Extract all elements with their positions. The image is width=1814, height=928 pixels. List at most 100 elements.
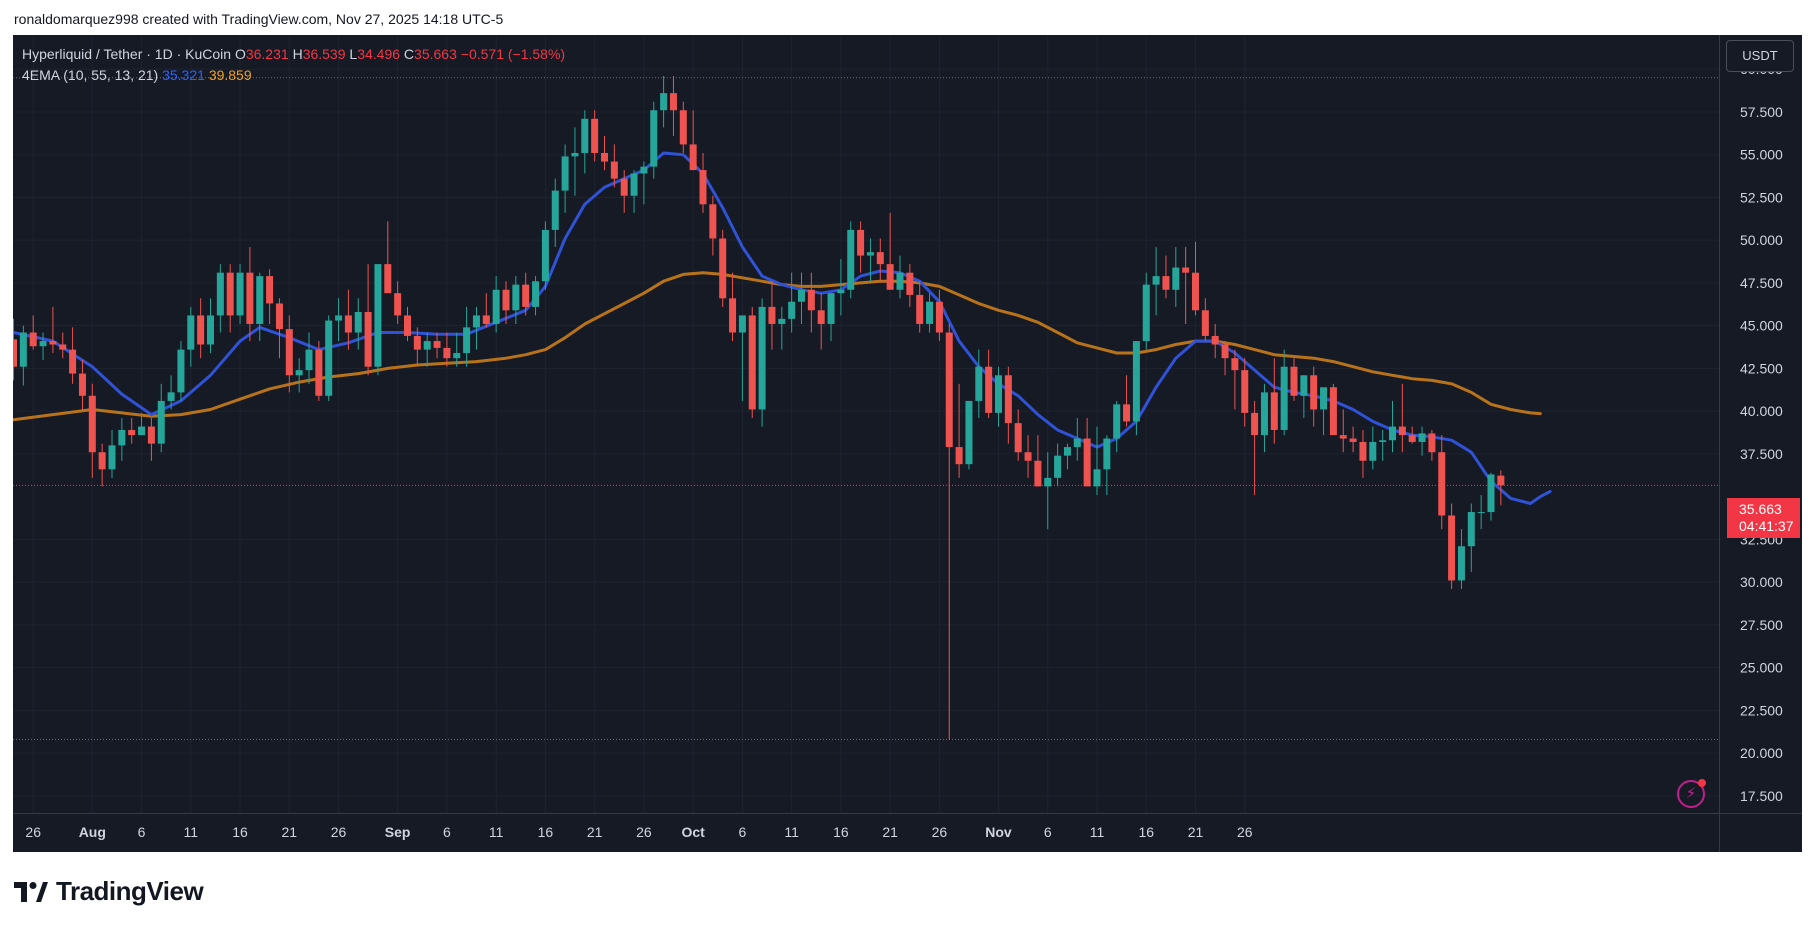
candle-body	[620, 178, 628, 196]
candle-body	[1201, 310, 1209, 336]
candle-body	[216, 272, 224, 316]
candle-body	[384, 264, 392, 294]
x-tick-label: Oct	[681, 824, 705, 840]
candle-body	[1162, 276, 1170, 290]
legend-ema-fast-value: 35.321	[162, 67, 205, 83]
candle-body	[236, 272, 244, 316]
candle-body	[226, 272, 234, 316]
candle-body	[876, 252, 884, 265]
candle-body	[660, 93, 668, 111]
candle-body	[364, 312, 372, 367]
legend-open-value: 36.231	[245, 46, 289, 62]
tradingview-logo-text: TradingView	[56, 876, 204, 906]
y-tick-label: 42.500	[1740, 360, 1783, 376]
y-tick-label: 55.000	[1740, 147, 1783, 163]
candle-body	[886, 264, 894, 290]
legend-indicator-row[interactable]: 4EMA (10, 55, 13, 21) 35.321 39.859	[22, 65, 565, 86]
candle-body	[1448, 515, 1456, 581]
candle-body	[285, 329, 293, 376]
chart-frame[interactable]: 60.00057.50055.00052.50050.00047.50045.0…	[13, 35, 1802, 852]
candle-body	[207, 315, 214, 345]
y-tick-label: 27.500	[1740, 617, 1783, 633]
candle-body	[1182, 267, 1190, 273]
candle-body	[1270, 392, 1278, 430]
candle-body	[1379, 440, 1387, 442]
candle-body	[778, 318, 786, 324]
candle-body	[354, 312, 362, 333]
x-tick-label: 16	[232, 824, 248, 840]
candle-body	[1477, 512, 1485, 514]
x-tick-label: 6	[739, 824, 747, 840]
candle-body	[1004, 375, 1012, 424]
candle-body	[1192, 272, 1199, 311]
candle-body	[246, 272, 254, 324]
candle-body	[1024, 452, 1032, 461]
candle-body	[1497, 475, 1505, 486]
candle-body	[866, 252, 874, 256]
candle-body	[1438, 452, 1446, 516]
candle-body	[571, 152, 579, 157]
x-tick-label: 26	[25, 824, 41, 840]
candle-body	[1428, 433, 1436, 453]
candle-body	[49, 341, 57, 345]
legend-change: −0.571 (−1.58%)	[460, 46, 566, 62]
x-tick-label: Sep	[385, 824, 411, 840]
candle-body	[157, 400, 165, 444]
candle-body	[1152, 276, 1160, 285]
candle-body	[995, 375, 1002, 413]
x-tick-label: 6	[1044, 824, 1052, 840]
candle-body	[827, 293, 835, 324]
candle-body	[472, 315, 480, 328]
candle-body	[39, 341, 47, 347]
candle-body	[1251, 412, 1259, 436]
candle-body	[256, 276, 264, 324]
candle-body	[1418, 433, 1426, 442]
legend-indicator-name[interactable]: 4EMA (10, 55, 13, 21)	[22, 67, 159, 83]
price-chart[interactable]: 60.00057.50055.00052.50050.00047.50045.0…	[13, 35, 1802, 852]
candle-body	[29, 332, 37, 347]
candle-body	[1093, 469, 1101, 487]
x-tick-label: 11	[1090, 824, 1105, 840]
candle-body	[502, 289, 510, 311]
candle-body	[975, 366, 983, 401]
candle-body	[1211, 335, 1219, 345]
currency-button[interactable]: USDT	[1726, 40, 1794, 72]
x-tick-label: 11	[184, 824, 199, 840]
candle-body	[1487, 474, 1495, 513]
reference-lines	[13, 77, 1719, 740]
price-scale-background	[1719, 35, 1802, 852]
candle-body	[926, 301, 934, 324]
candle-body	[532, 281, 540, 307]
y-tick-label: 25.000	[1740, 660, 1783, 676]
candle-body	[1329, 387, 1337, 436]
tradingview-logo[interactable]: TradingView	[14, 876, 204, 907]
lightning-icon[interactable]: ⚡	[1677, 779, 1706, 808]
candle-body	[1280, 366, 1288, 430]
x-tick-label: 21	[1188, 824, 1204, 840]
candle-body	[719, 238, 727, 299]
candle-body	[1132, 341, 1140, 422]
candle-body	[689, 144, 697, 171]
candle-body	[768, 306, 776, 324]
candle-body	[482, 315, 490, 324]
x-tick-label: 11	[784, 824, 799, 840]
y-tick-label: 50.000	[1740, 232, 1783, 248]
x-tick-label: 6	[443, 824, 451, 840]
last-price-tag: 35.663 04:41:37	[1727, 498, 1800, 538]
candle-body	[1083, 438, 1091, 487]
legend-low-label: L	[349, 46, 358, 62]
chart-attribution-caption: ronaldomarquez998 created with TradingVi…	[14, 11, 504, 27]
candle-body	[394, 293, 402, 316]
candle-body	[374, 264, 382, 367]
legend-symbol: Hyperliquid / Tether · 1D · KuCoin	[22, 46, 232, 62]
candle-body	[138, 426, 146, 436]
candle-body	[167, 392, 175, 401]
candle-body	[847, 229, 855, 290]
candle-body	[108, 445, 116, 470]
y-tick-label: 17.500	[1740, 788, 1783, 804]
candle-body	[1467, 512, 1475, 547]
candle-body	[857, 229, 865, 256]
grid-lines	[13, 35, 1719, 813]
candle-body	[315, 349, 323, 396]
candle-body	[305, 349, 313, 371]
